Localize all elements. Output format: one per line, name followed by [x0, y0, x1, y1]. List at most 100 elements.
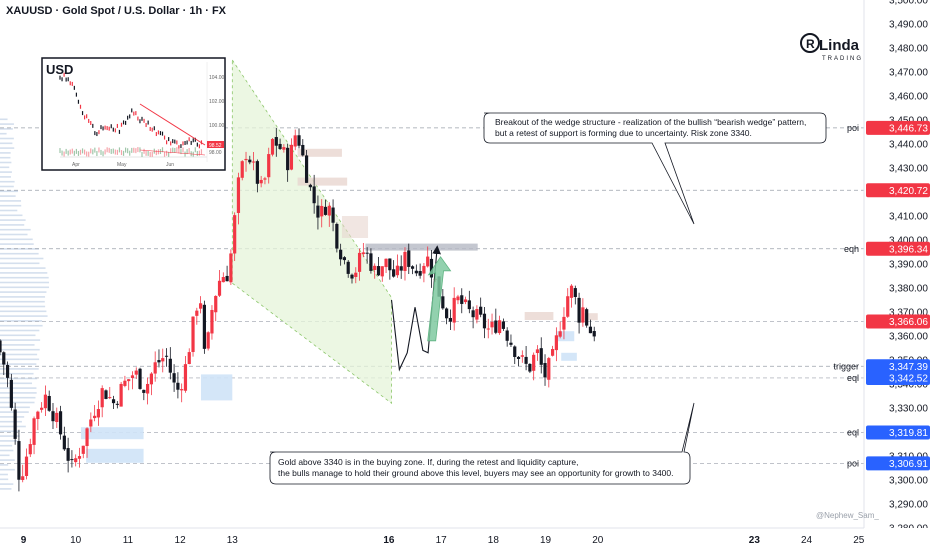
- volume-profile-bar: [0, 310, 47, 313]
- inset-volume-bar: [170, 148, 172, 154]
- candle-body: [138, 368, 142, 389]
- candle-body: [588, 326, 593, 334]
- candle-body: [85, 428, 89, 447]
- inset-volume-bar: [59, 148, 61, 154]
- inset-volume-bar: [139, 147, 141, 153]
- price-tick-label: 3,400.00: [889, 236, 928, 247]
- candle-body: [550, 349, 555, 356]
- volume-profile-bar: [0, 320, 43, 322]
- volume-profile-bar: [0, 296, 46, 298]
- volume-profile-bar: [0, 329, 40, 332]
- candle-body: [479, 306, 483, 315]
- inset-volume-bar: [79, 149, 82, 155]
- candle-body: [153, 362, 157, 374]
- volume-profile-bar: [0, 238, 33, 241]
- candle-body: [395, 265, 400, 276]
- volume-profile-bar: [0, 425, 26, 428]
- volume-profile-bar: [0, 233, 28, 236]
- candle-body: [146, 383, 150, 394]
- volume-profile-bar: [0, 488, 12, 490]
- volume-profile-bar: [0, 324, 43, 327]
- candle-body: [251, 161, 256, 163]
- price-tick-label: 3,390.00: [889, 260, 928, 271]
- candle-body: [108, 397, 112, 399]
- inset-volume-bar: [155, 150, 157, 156]
- inset-last-badge: 98.52: [209, 143, 222, 149]
- price-badge-label: 3,347.39: [889, 362, 928, 373]
- candle-body: [221, 277, 225, 283]
- inset-tick-100: 100.00: [209, 123, 225, 129]
- inset-volume-bar: [186, 149, 188, 155]
- inset-volume-bar: [112, 148, 114, 154]
- candle-body: [422, 265, 426, 274]
- volume-profile-bar: [0, 368, 39, 370]
- candle-body: [127, 379, 131, 382]
- logo-subtext: TRADING: [822, 56, 863, 62]
- time-tick-label: 18: [488, 535, 500, 546]
- inset-volume-bar: [137, 147, 139, 153]
- inset-volume-bar: [106, 147, 108, 153]
- inset-volume-bar: [145, 150, 147, 156]
- candle-body: [161, 358, 165, 362]
- annotation-bottom[interactable]: Gold above 3340 is in the buying zone. I…: [269, 402, 695, 485]
- price-badge-label: 3,420.72: [889, 186, 928, 197]
- candle-body: [297, 135, 301, 146]
- annotation-top[interactable]: Breakout of the wedge structure - realiz…: [483, 112, 827, 225]
- inset-volume-bar: [157, 149, 159, 155]
- inset-tick-104: 104.00: [209, 75, 225, 81]
- projection-path[interactable]: [390, 245, 441, 372]
- candle-body: [539, 348, 543, 365]
- inset-volume-bar: [98, 147, 100, 153]
- inset-volume-bar: [196, 150, 198, 156]
- inset-volume-bar: [114, 149, 116, 155]
- candle-body: [532, 354, 536, 371]
- candle-body: [505, 330, 509, 341]
- candle-body: [274, 137, 278, 146]
- candle-body: [286, 147, 290, 171]
- green-bull-arrow[interactable]: [427, 256, 452, 342]
- inset-volume-bar: [96, 151, 98, 157]
- inset-title: USD: [46, 62, 73, 77]
- volume-profile-bar: [0, 180, 15, 183]
- candle-body: [327, 205, 331, 216]
- level-label: eqh: [844, 244, 859, 254]
- price-tick-label: 3,440.00: [889, 140, 928, 151]
- volume-profile-bar: [0, 267, 46, 269]
- time-tick-label: 24: [801, 535, 813, 546]
- logo-mark: R: [806, 37, 815, 51]
- volume-profile-bar: [0, 128, 13, 130]
- candle-body: [456, 296, 460, 301]
- candle-body: [104, 390, 108, 399]
- candle-body: [81, 445, 85, 454]
- inset-volume-bar: [69, 149, 71, 155]
- candle-body: [51, 411, 55, 422]
- volume-profile-bar: [0, 478, 9, 481]
- volume-profile-bar: [0, 344, 35, 346]
- candle-body: [482, 313, 487, 329]
- inset-volume-bar: [182, 147, 184, 153]
- candle-body: [115, 403, 119, 405]
- inset-volume-bar: [104, 149, 106, 155]
- volume-profile-bar: [0, 449, 14, 452]
- candle-body: [278, 143, 282, 149]
- price-axis[interactable]: 3,280.003,290.003,300.003,310.003,320.00…: [863, 0, 932, 535]
- candle-body: [384, 258, 388, 268]
- inset-volume-bar: [129, 150, 131, 156]
- candle-body: [339, 249, 343, 260]
- inset-volume-bar: [116, 149, 118, 155]
- volume-profile-bar: [0, 286, 50, 289]
- candle-body: [520, 355, 524, 357]
- inset-volume-bar: [163, 151, 166, 157]
- time-tick-label: 19: [540, 535, 552, 546]
- zone-rect: [365, 243, 478, 251]
- price-tick-label: 3,380.00: [889, 284, 928, 295]
- time-axis[interactable]: 9 10 11 12 13 16 17 18 19 20 23 24 25: [0, 527, 932, 550]
- volume-profile-bar: [0, 382, 33, 385]
- candle-body: [119, 383, 123, 407]
- usd-inset-chart[interactable]: USD 104.00 102.00 100.00 98.00 98.52 Apr…: [41, 57, 226, 171]
- candle-body: [244, 158, 248, 161]
- candle-body: [429, 258, 434, 278]
- price-tick-label: 3,290.00: [889, 500, 928, 511]
- candle-body: [320, 205, 324, 217]
